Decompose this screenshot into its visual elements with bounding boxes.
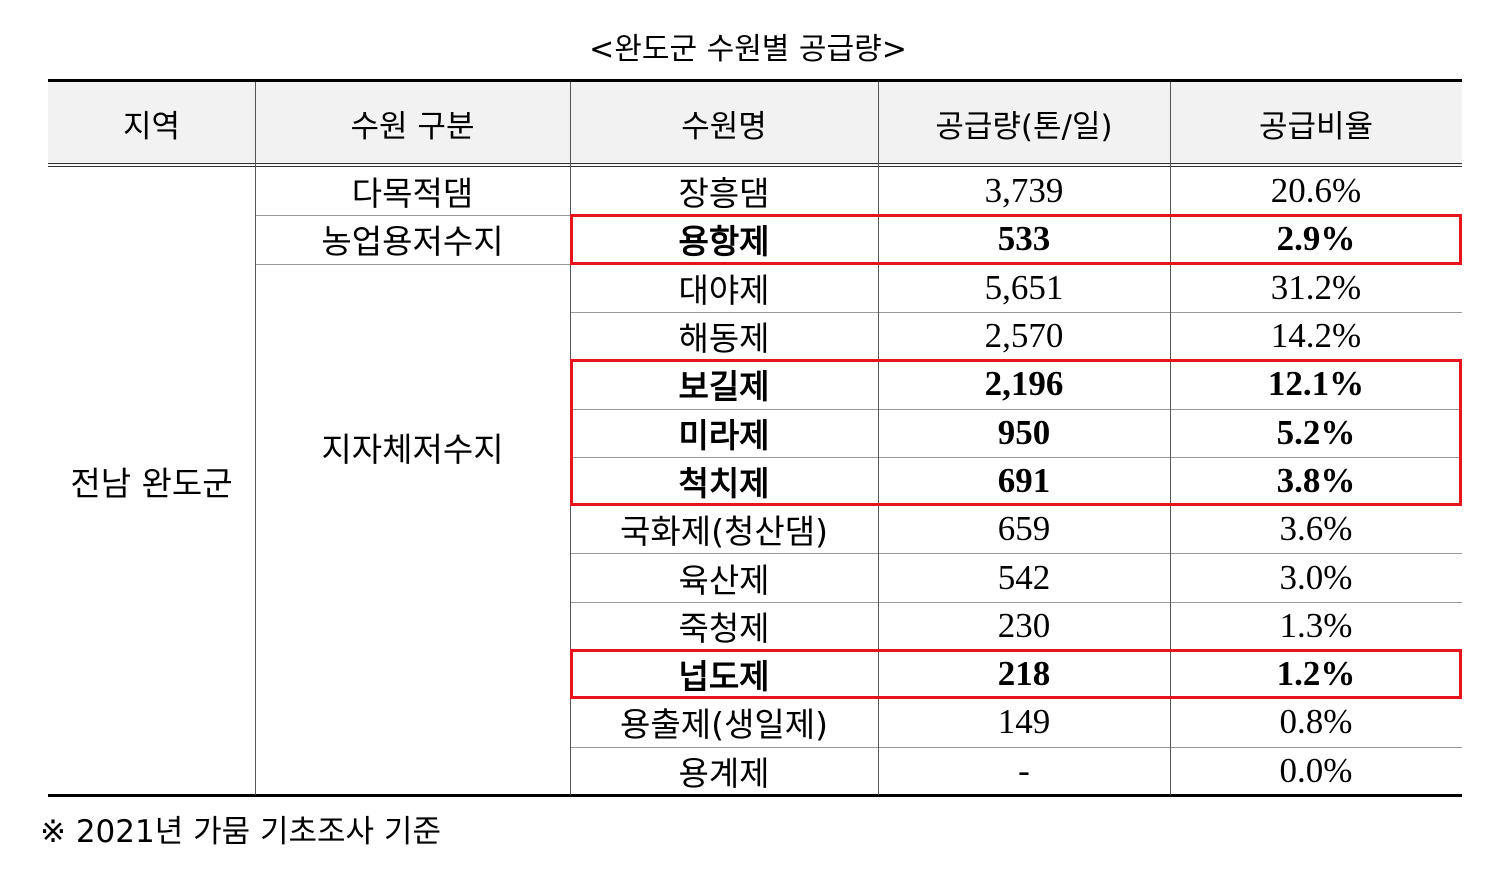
row-line	[570, 601, 1462, 603]
supply-amount: 5,651	[984, 267, 1064, 307]
row-line	[570, 553, 1462, 555]
source-name: 용계제	[678, 753, 770, 793]
header-rule	[48, 163, 1462, 164]
footnote: ※ 2021년 가뭄 기초조사 기준	[40, 814, 441, 850]
supply-amount: 2,196	[984, 364, 1064, 404]
source-name: 대야제	[678, 270, 770, 310]
source-name: 죽청제	[678, 608, 770, 648]
source-name: 육산제	[678, 560, 770, 600]
supply-ratio: 12.1%	[1267, 364, 1365, 404]
supply-ratio: 3.8%	[1276, 460, 1356, 500]
source-name: 용항제	[678, 222, 770, 262]
supply-amount: 950	[997, 412, 1051, 452]
highlight-box	[570, 649, 1462, 700]
header-cell: 지역	[122, 109, 181, 145]
row-line	[570, 456, 1462, 458]
supply-amount: -	[1018, 750, 1030, 790]
column-line	[255, 82, 256, 795]
highlight-box	[570, 214, 1462, 265]
supply-amount: 149	[997, 702, 1051, 742]
bottom-rule	[48, 793, 1462, 797]
row-line	[570, 746, 1462, 748]
header-cell: 공급량(톤/일)	[935, 109, 1113, 145]
supply-ratio: 0.0%	[1279, 750, 1353, 790]
source-name: 국화제(청산댐)	[620, 512, 828, 552]
supply-amount: 2,570	[984, 316, 1064, 356]
supply-ratio: 31.2%	[1270, 267, 1362, 307]
supply-amount: 542	[997, 557, 1051, 597]
source-name: 넙도제	[678, 657, 770, 697]
supply-amount: 533	[997, 219, 1051, 259]
row-line	[570, 408, 1462, 410]
source-name: 미라제	[678, 415, 770, 455]
source-name: 장흥댐	[678, 174, 770, 214]
highlight-box	[570, 359, 1462, 507]
header-bg	[48, 82, 1462, 165]
supply-ratio: 1.2%	[1276, 654, 1356, 694]
source-type: 농업용저수지	[321, 222, 504, 262]
header-cell: 공급비율	[1258, 109, 1374, 145]
source-type: 다목적댐	[351, 174, 474, 214]
supply-ratio: 1.3%	[1279, 605, 1353, 645]
supply-amount: 691	[997, 460, 1051, 500]
source-name: 보길제	[678, 367, 770, 407]
header-cell: 수원 구분	[350, 109, 475, 145]
supply-amount: 218	[997, 654, 1051, 694]
supply-ratio: 2.9%	[1276, 219, 1356, 259]
top-rule	[48, 79, 1462, 82]
source-name: 해동제	[678, 319, 770, 359]
supply-ratio: 3.0%	[1279, 557, 1353, 597]
supply-ratio: 3.6%	[1279, 509, 1353, 549]
column-line	[1170, 82, 1171, 795]
table-title: <완도군 수원별 공급량>	[589, 32, 907, 67]
source-type: 지자체저수지	[321, 430, 504, 470]
source-name: 용출제(생일제)	[620, 705, 828, 745]
header-rule	[48, 166, 1462, 167]
supply-amount: 230	[997, 605, 1051, 645]
supply-ratio: 14.2%	[1270, 316, 1362, 356]
header-cell: 수원명	[681, 109, 767, 145]
supply-ratio: 20.6%	[1270, 171, 1362, 211]
supply-amount: 659	[997, 509, 1051, 549]
row-line	[570, 311, 1462, 313]
region-cell: 전남 완도군	[70, 463, 233, 503]
supply-ratio: 0.8%	[1279, 702, 1353, 742]
column-line	[878, 82, 879, 795]
supply-ratio: 5.2%	[1276, 412, 1356, 452]
supply-amount: 3,739	[984, 171, 1064, 211]
source-name: 척치제	[678, 463, 770, 503]
